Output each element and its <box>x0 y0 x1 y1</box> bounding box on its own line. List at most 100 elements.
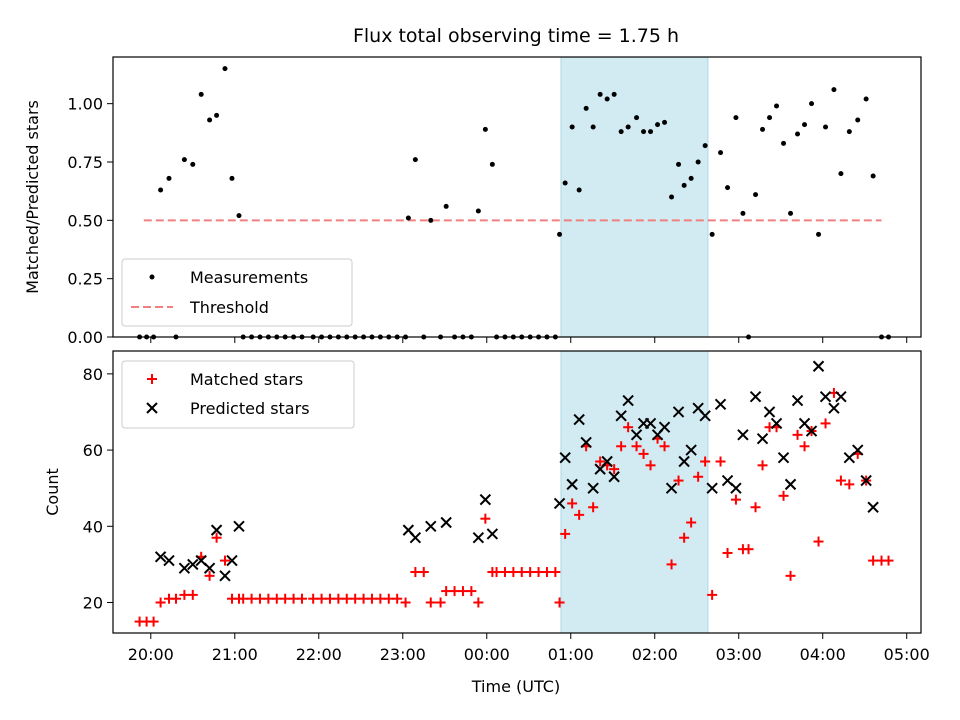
measurement-point <box>166 175 172 181</box>
matched-star-marker <box>254 593 265 604</box>
matched-star-marker <box>560 528 571 539</box>
predicted-star-marker <box>730 482 742 494</box>
predicted-marker-b <box>233 520 245 533</box>
predicted-marker-b <box>791 394 804 407</box>
measurement-point <box>443 203 449 209</box>
legend-marker-predicted-b <box>146 402 158 414</box>
observing-window-shade-top <box>560 57 709 337</box>
chart-title: Flux total observing time = 1.75 h <box>353 25 679 47</box>
matched-star-marker <box>473 597 484 608</box>
predicted-star-marker <box>163 554 175 567</box>
predicted-marker-b <box>195 554 207 567</box>
predicted-star-marker <box>835 391 847 403</box>
matched-star-marker <box>609 464 620 475</box>
matched-star-marker <box>813 536 824 547</box>
matched-star-marker <box>700 456 711 467</box>
predicted-star-marker <box>685 444 697 456</box>
measurement-points <box>137 66 892 340</box>
predicted-star-marker <box>749 391 762 403</box>
measurement-point <box>774 103 780 109</box>
top-y-axis: 0.00 0.25 0.50 0.75 1.00 <box>67 95 113 347</box>
predicted-star-marker <box>860 474 872 487</box>
predicted-star-marker <box>573 413 585 426</box>
measurement-point <box>788 210 794 216</box>
predicted-star-marker <box>714 398 727 411</box>
predicted-marker-b <box>553 497 566 510</box>
measurement-point <box>190 161 196 167</box>
measurement-point <box>702 143 708 149</box>
measurement-point <box>838 171 844 177</box>
predicted-star-marker <box>784 478 797 491</box>
predicted-marker-b <box>615 410 627 422</box>
matched-star-marker <box>707 589 718 600</box>
predicted-star-marker <box>226 554 238 567</box>
predicted-marker-b <box>210 524 223 536</box>
predicted-marker-b <box>622 394 634 407</box>
matched-star-marker <box>324 593 335 604</box>
matched-star-marker <box>499 567 510 578</box>
measurement-point <box>855 117 861 123</box>
predicted-star-marker <box>630 429 643 441</box>
matched-star-marker <box>525 567 536 578</box>
matched-star-marker <box>280 593 291 604</box>
matched-star-marker <box>785 570 796 581</box>
predicted-marker-b <box>867 501 879 513</box>
matched-star-marker <box>358 593 369 604</box>
measurement-point <box>740 210 746 216</box>
x-tick-label: 20:00 <box>128 645 174 664</box>
predicted-marker-b <box>472 532 485 544</box>
matched-star-marker <box>715 456 726 467</box>
matched-star-marker <box>366 593 377 604</box>
matched-star-marker <box>722 547 733 558</box>
matched-star-marker <box>211 532 222 543</box>
shaded-span-fill <box>560 57 708 337</box>
predicted-marker-b <box>409 532 422 544</box>
matched-star-marker <box>792 429 803 440</box>
measurement-point <box>214 112 220 118</box>
matched-star-marker <box>616 441 627 452</box>
matched-star-marker <box>835 475 846 486</box>
y-tick-label: 1.00 <box>67 95 103 114</box>
measurement-point <box>207 117 213 123</box>
matched-star-marker <box>441 586 452 597</box>
matched-star-marker <box>410 567 421 578</box>
predicted-star-marker <box>706 482 718 494</box>
measurement-point <box>576 187 582 193</box>
matched-star-marker <box>686 517 697 528</box>
predicted-star-marker <box>777 451 790 464</box>
predicted-star-marker <box>699 410 711 422</box>
predicted-marker-b <box>630 429 643 441</box>
matched-star-marker <box>457 586 468 597</box>
y-tick-label: 40 <box>83 517 103 536</box>
measurement-point <box>412 157 418 163</box>
x-tick-label: 21:00 <box>212 645 258 664</box>
predicted-marker-b <box>678 455 690 468</box>
y-tick-label: 0.50 <box>67 211 103 230</box>
predicted-marker-b <box>737 429 749 441</box>
matched-star-marker <box>666 559 677 570</box>
x-tick-label: 23:00 <box>380 645 426 664</box>
predicted-star-marker <box>644 417 657 430</box>
measurement-point <box>590 124 596 130</box>
predicted-star-marker <box>178 562 191 574</box>
predicted-marker-b <box>608 471 620 483</box>
matched-star-marker <box>238 593 249 604</box>
measurement-point <box>625 124 631 130</box>
predicted-star-marker <box>737 429 749 441</box>
measurement-point <box>809 101 815 107</box>
legend-marker-measurements <box>149 274 155 280</box>
matched-star-marker <box>638 448 649 459</box>
matched-star-marker <box>425 597 436 608</box>
matched-star-marker <box>219 555 230 566</box>
y-tick-label: 60 <box>83 441 103 460</box>
predicted-star-marker <box>791 394 804 407</box>
legend-label-predicted: Predicted stars <box>190 399 310 418</box>
measurement-point <box>725 185 731 191</box>
predicted-marker-b <box>665 482 678 494</box>
predicted-marker-b <box>860 474 872 487</box>
matched-star-marker <box>679 532 690 543</box>
predicted-star-marker <box>852 444 864 456</box>
matched-star-marker <box>730 494 741 505</box>
predicted-marker-b <box>203 562 216 574</box>
matched-star-marker <box>868 555 879 566</box>
